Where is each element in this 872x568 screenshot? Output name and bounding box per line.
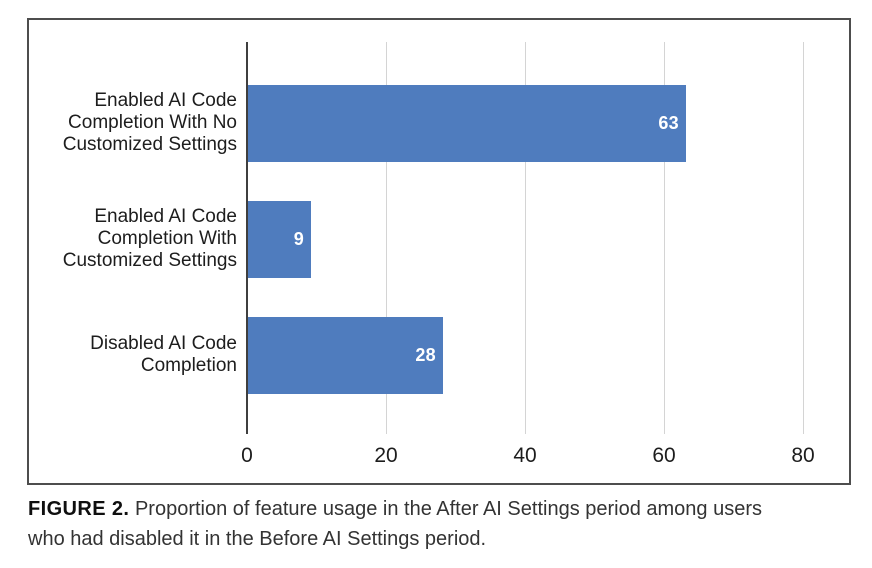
x-tick-label-80: 80 [791, 444, 815, 467]
category-label-line: Completion With [97, 228, 237, 249]
category-label-0: Enabled AI Code Completion With No Customi… [63, 90, 237, 156]
x-tick-label-60: 60 [652, 444, 676, 467]
bar-2: 28 [248, 317, 443, 394]
category-label-line: Completion With No [68, 112, 237, 133]
gridline-x-40 [525, 42, 526, 434]
gridline-x-20 [386, 42, 387, 434]
bar-value-label-1: 9 [293, 229, 304, 249]
x-tick-label-20: 20 [374, 444, 398, 467]
bar-value-label-2: 28 [415, 345, 436, 365]
figure-caption-line1: Proportion of feature usage in the After… [129, 498, 763, 520]
figure-caption: FIGURE 2. Proportion of feature usage in… [28, 494, 846, 554]
figure-caption-line2: who had disabled it in the Before AI Set… [28, 528, 487, 550]
category-label-line: Enabled AI Code [94, 206, 237, 227]
category-label-line: Customized Settings [62, 250, 237, 271]
bar-0: 63 [248, 85, 686, 162]
category-label-line: Customized Settings [62, 134, 237, 155]
category-label-2: Disabled AI Code Completion [90, 333, 237, 377]
category-label-1: Enabled AI Code Completion With Customized… [63, 206, 237, 272]
bar-1: 9 [248, 201, 311, 278]
y-axis-line [246, 42, 248, 434]
category-label-line: Disabled AI Code [90, 333, 237, 354]
x-tick-label-40: 40 [513, 444, 537, 467]
figure-caption-label: FIGURE 2. [28, 498, 130, 520]
gridline-x-60 [664, 42, 665, 434]
gridline-x-80 [803, 42, 804, 434]
bar-value-label-0: 63 [658, 113, 679, 133]
category-label-line: Completion [140, 355, 237, 376]
x-tick-label-0: 0 [241, 444, 253, 467]
category-label-line: Enabled AI Code [94, 90, 237, 111]
